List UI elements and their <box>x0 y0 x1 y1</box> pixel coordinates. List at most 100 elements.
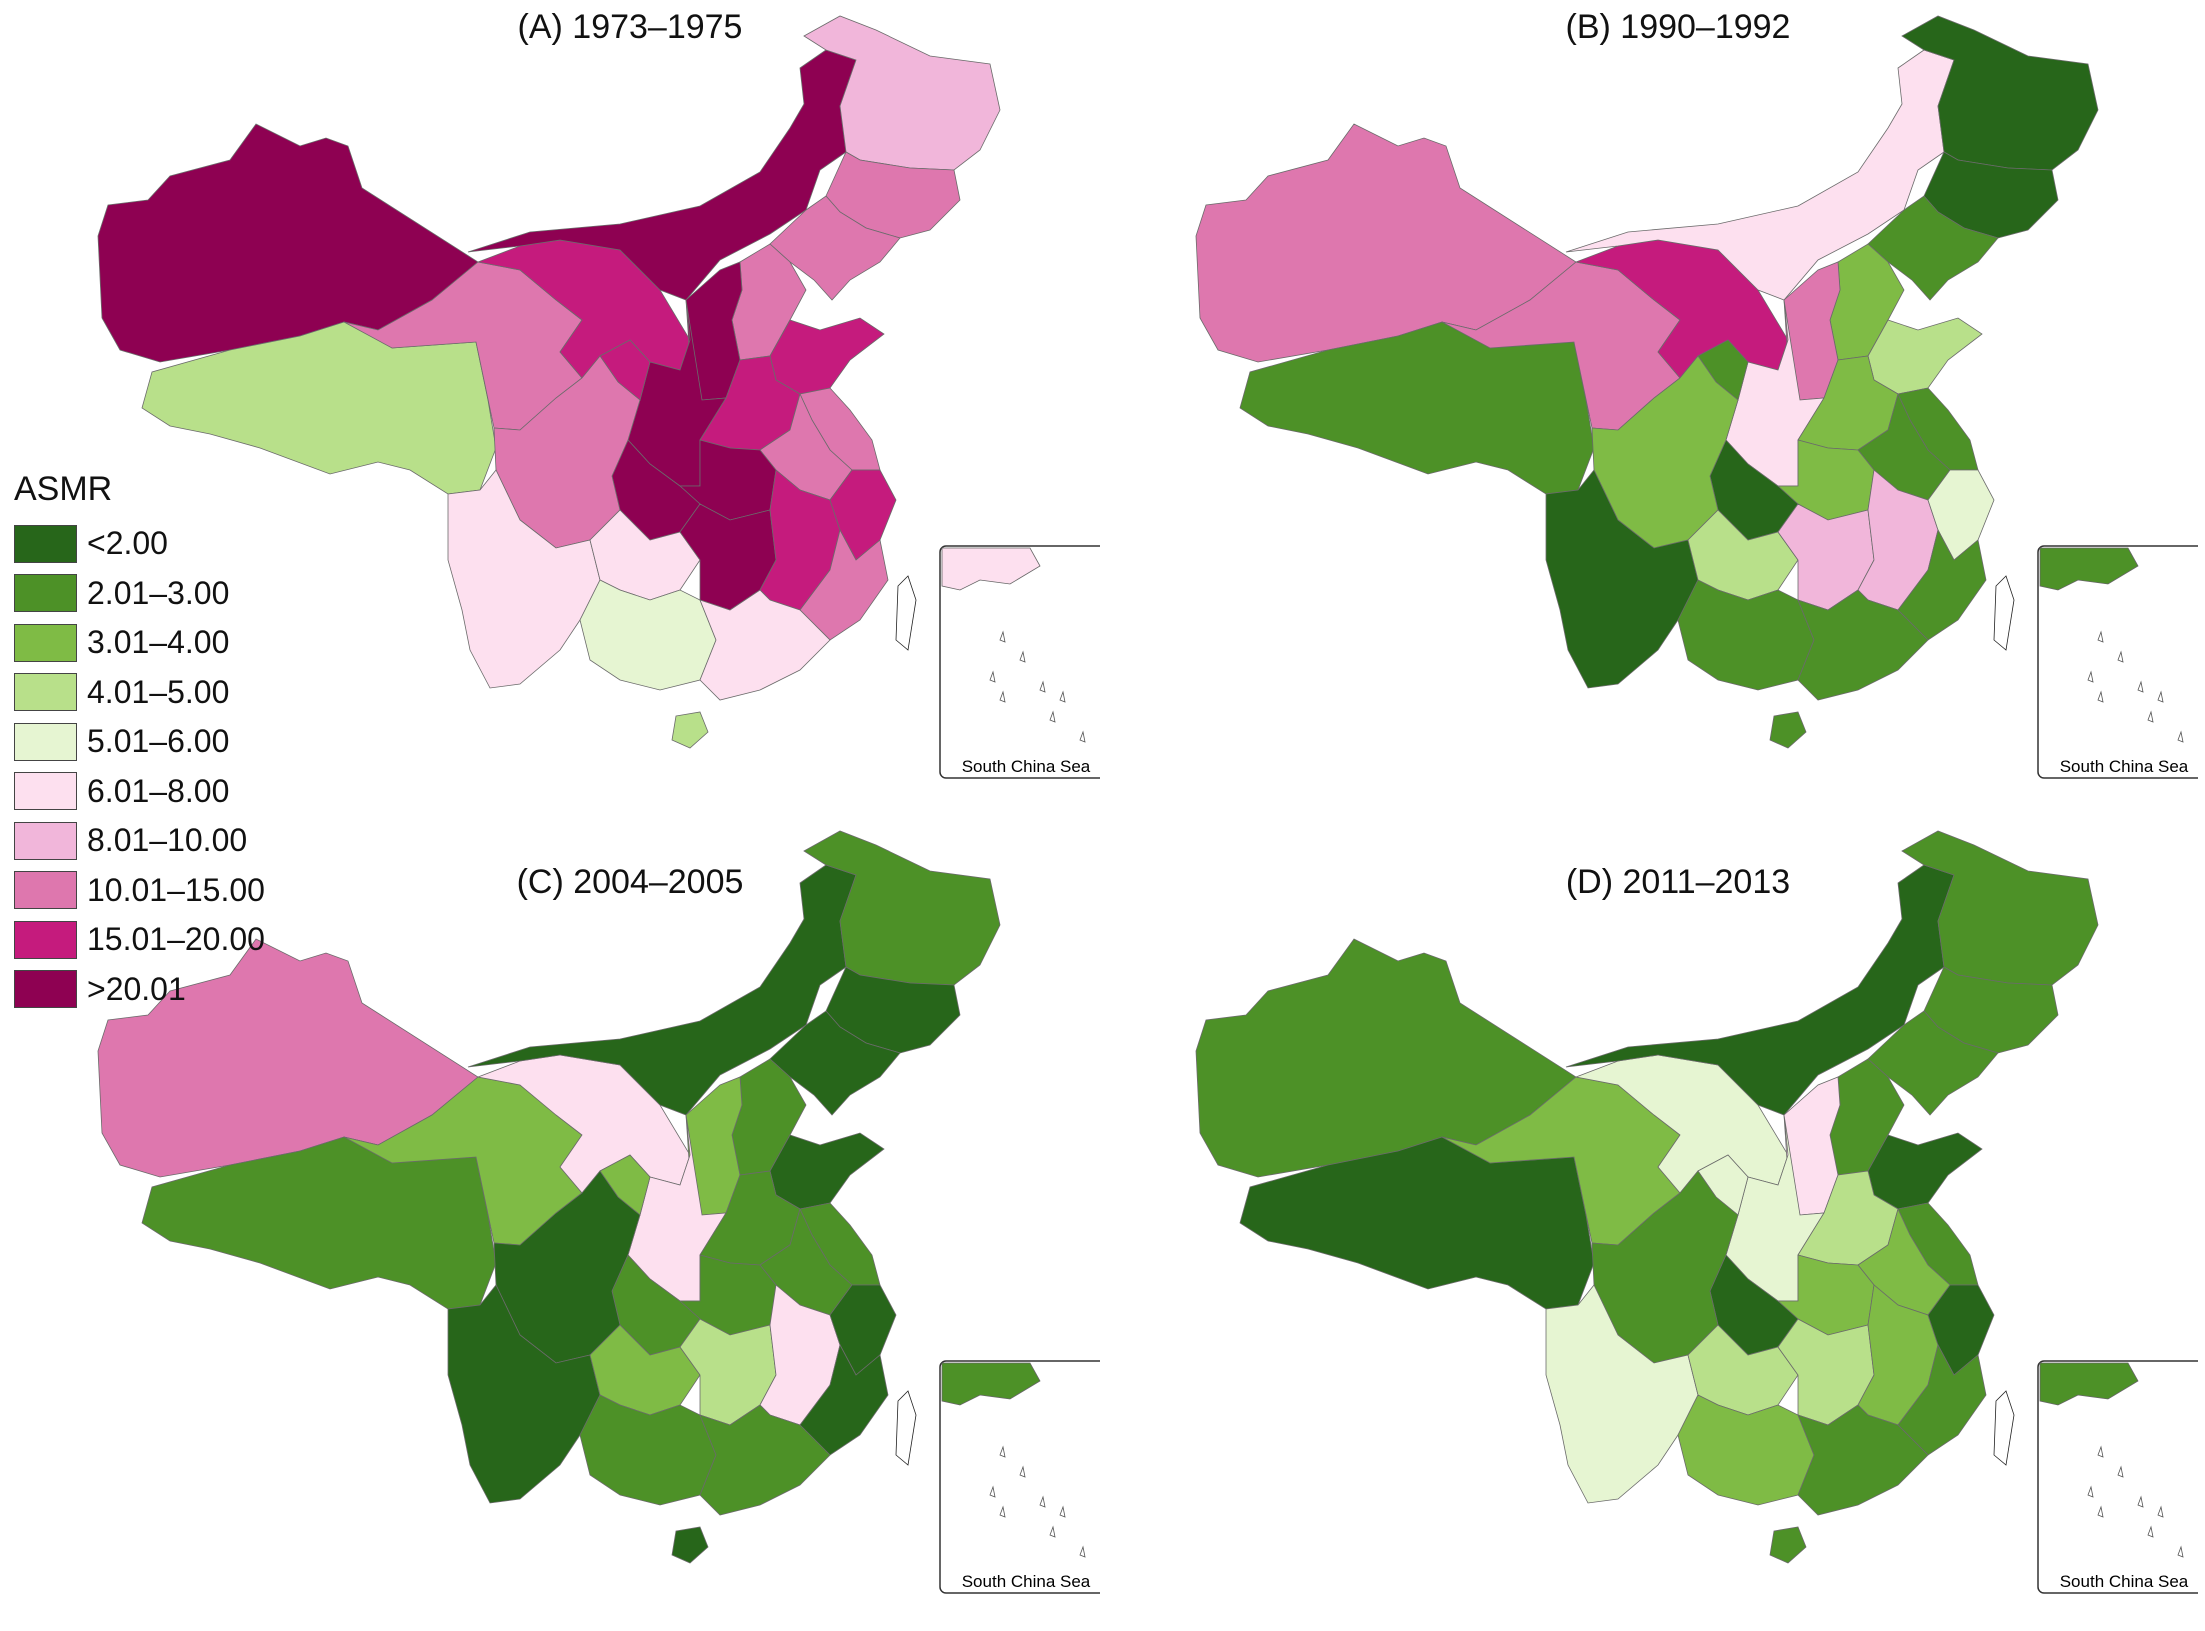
province-taiwan <box>1993 575 2015 651</box>
inset-island <box>2137 1495 2144 1508</box>
south-china-sea-inset: South China Sea <box>939 545 1100 779</box>
legend-label: 8.01–10.00 <box>87 822 248 859</box>
inset-island <box>1049 1525 1056 1538</box>
south-china-sea-inset: South China Sea <box>2037 545 2198 779</box>
province-xinjiang <box>1195 938 1577 1178</box>
inset-island <box>2097 1445 2104 1458</box>
panel-title-a: (A) 1973–1975 <box>517 8 743 46</box>
inset-island <box>2137 680 2144 693</box>
inset-coastline <box>2039 1362 2139 1406</box>
legend-item: <2.00 <box>14 519 344 569</box>
inset-island <box>2087 1485 2094 1498</box>
legend-swatch <box>14 821 77 860</box>
legend-item: 5.01–6.00 <box>14 717 344 767</box>
panel-title-d: (D) 2011–2013 <box>1565 863 1791 901</box>
province-guangdong <box>699 1404 831 1516</box>
province-shandong <box>1867 317 1983 395</box>
china-map-c: South China Sea <box>97 830 1100 1594</box>
inset-island <box>999 1505 1006 1518</box>
inset-coastline <box>941 1362 1041 1406</box>
legend-swatch <box>14 623 77 662</box>
province-hainan <box>671 711 709 749</box>
province-xinjiang <box>1195 123 1577 363</box>
map-panel-d: (D) 2011–2013 South China Sea <box>1098 815 2198 1630</box>
map-panel-b: (B) 1990–1992 South China Sea <box>1098 0 2198 815</box>
inset-island <box>1059 690 1066 703</box>
inset-island <box>1049 710 1056 723</box>
province-yunnan <box>447 469 601 689</box>
legend-swatch <box>14 722 77 761</box>
province-yunnan <box>447 1284 601 1504</box>
legend-label: 5.01–6.00 <box>87 723 230 760</box>
province-hainan <box>1769 1526 1807 1564</box>
legend-item: 6.01–8.00 <box>14 767 344 817</box>
legend-swatch <box>14 871 77 910</box>
province-yunnan <box>1545 469 1699 689</box>
legend-swatch <box>14 772 77 811</box>
legend-swatch <box>14 673 77 712</box>
province-fujian <box>1897 1343 1987 1456</box>
china-map-d: South China Sea <box>1195 830 2198 1594</box>
inset-island <box>989 670 996 683</box>
legend-item: 2.01–3.00 <box>14 569 344 619</box>
province-taiwan <box>895 1390 917 1466</box>
south-china-sea-inset: South China Sea <box>2037 1360 2198 1594</box>
legend-swatch <box>14 524 77 563</box>
legend-label: 15.01–20.00 <box>87 921 265 958</box>
legend-item: >20.01 <box>14 965 344 1015</box>
legend-item: 4.01–5.00 <box>14 668 344 718</box>
inset-coastline <box>941 547 1041 591</box>
province-taiwan <box>1993 1390 2015 1466</box>
panel-title-c: (C) 2004–2005 <box>516 863 744 901</box>
inset-island <box>999 630 1006 643</box>
inset-island <box>1039 1495 1046 1508</box>
legend-label: 4.01–5.00 <box>87 673 230 710</box>
province-guangdong <box>1797 1404 1929 1516</box>
legend-item: 15.01–20.00 <box>14 915 344 965</box>
legend-swatch <box>14 574 77 613</box>
inset-island <box>1039 680 1046 693</box>
province-guangdong <box>1797 589 1929 701</box>
province-xinjiang <box>97 123 479 363</box>
inset-island <box>2117 650 2124 663</box>
province-xinjiang <box>97 938 479 1178</box>
china-map-b: South China Sea <box>1195 15 2198 779</box>
inset-label: South China Sea <box>962 1572 1091 1591</box>
inset-island <box>2097 1505 2104 1518</box>
inset-island <box>2097 690 2104 703</box>
inset-island <box>989 1485 996 1498</box>
asmr-legend: ASMR <2.00 2.01–3.00 3.01–4.00 4.01–5.00 5.0… <box>14 470 344 1014</box>
inset-label: South China Sea <box>2060 757 2189 776</box>
inset-island <box>2147 710 2154 723</box>
map-panel-a: (A) 1973–1975 South China Sea <box>0 0 1100 815</box>
panel-title-b: (B) 1990–1992 <box>1565 8 1791 46</box>
province-taiwan <box>895 575 917 651</box>
inset-island <box>2097 630 2104 643</box>
legend-title: ASMR <box>14 470 113 508</box>
legend-label: <2.00 <box>87 525 168 562</box>
inset-island <box>999 690 1006 703</box>
province-shandong <box>769 1132 885 1210</box>
province-guangdong <box>699 589 831 701</box>
inset-island <box>1019 650 1026 663</box>
map-panel-c: (C) 2004–2005 South China Sea <box>0 815 1100 1630</box>
inset-island <box>2157 1505 2164 1518</box>
province-fujian <box>1897 528 1987 641</box>
inset-island <box>1059 1505 1066 1518</box>
inset-island <box>2087 670 2094 683</box>
legend-swatch <box>14 970 77 1009</box>
inset-island <box>2177 730 2184 743</box>
legend-label: >20.01 <box>87 970 186 1007</box>
inset-island <box>2177 1545 2184 1558</box>
inset-frame <box>2037 545 2198 779</box>
legend-rows: <2.00 2.01–3.00 3.01–4.00 4.01–5.00 5.01–6.0… <box>14 519 344 1014</box>
legend-item: 10.01–15.00 <box>14 866 344 916</box>
inset-label: South China Sea <box>962 757 1091 776</box>
inset-coastline <box>2039 547 2139 591</box>
inset-frame <box>939 1360 1100 1594</box>
legend-swatch <box>14 920 77 959</box>
province-fujian <box>799 1343 889 1456</box>
province-hainan <box>671 1526 709 1564</box>
legend-item: 8.01–10.00 <box>14 816 344 866</box>
inset-island <box>1079 730 1086 743</box>
